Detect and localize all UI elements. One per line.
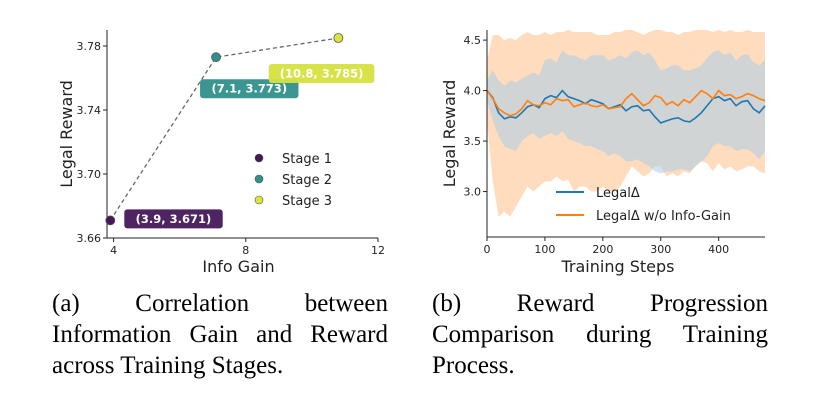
a-y-tick-label: 3.74: [77, 104, 102, 117]
b-y-tick-label: 3.5: [464, 135, 482, 148]
b-y-tick-label: 4.5: [464, 34, 482, 47]
b-legend-label: LegalΔ w/o Info-Gain: [596, 209, 731, 224]
a-y-tick-label: 3.66: [77, 232, 102, 245]
b-y-tick-label: 4.0: [464, 85, 482, 98]
a-legend-label: Stage 1: [282, 152, 332, 167]
a-point-label: (7.1, 3.773): [211, 82, 287, 96]
b-y-tick-label: 3.0: [464, 186, 482, 199]
b-x-tick-label: 100: [534, 243, 555, 256]
a-x-axis-label: Info Gain: [202, 257, 274, 276]
figure-caption-b: (b) Reward Progression Comparison during…: [432, 290, 768, 379]
a-y-axis-label: Legal Reward: [57, 80, 76, 188]
a-legend-marker: [254, 153, 264, 163]
b-band-legal-delta: [487, 50, 765, 174]
a-point-label: (10.8, 3.785): [280, 67, 364, 81]
b-legend-label: LegalΔ: [596, 186, 640, 201]
a-connector-line: [109, 37, 339, 221]
b-x-axis-label: Training Steps: [561, 257, 675, 276]
a-legend-marker: [254, 174, 264, 184]
b-line-legal-delta-wo-info-gain: [486, 89, 766, 117]
a-x-tick-label: 4: [110, 244, 117, 257]
a-x-tick-label: 8: [242, 244, 249, 257]
a-y-tick-label: 3.70: [77, 168, 102, 181]
a-point-label-box: [268, 64, 375, 83]
b-x-tick-label: 0: [484, 243, 491, 256]
a-point-label-box: [200, 79, 299, 99]
a-x-tick-label: 12: [371, 244, 385, 257]
b-y-axis-label: Legal Reward: [440, 80, 459, 188]
figure-caption-a: (a) Correlation between Information Gain…: [52, 290, 388, 379]
a-point-stage-1: [105, 215, 116, 226]
a-y-tick-label: 3.78: [77, 40, 102, 53]
a-legend-label: Stage 3: [282, 194, 332, 209]
a-legend-label: Stage 2: [282, 173, 332, 188]
b-x-tick-label: 300: [650, 243, 671, 256]
a-point-label-box: [124, 209, 223, 229]
a-point-stage-2: [211, 52, 221, 63]
a-legend-marker: [254, 195, 264, 205]
a-point-stage-3: [333, 33, 344, 43]
b-x-tick-label: 400: [708, 243, 729, 256]
a-point-label: (3.9, 3.671): [136, 212, 212, 226]
b-x-tick-label: 200: [592, 243, 613, 256]
